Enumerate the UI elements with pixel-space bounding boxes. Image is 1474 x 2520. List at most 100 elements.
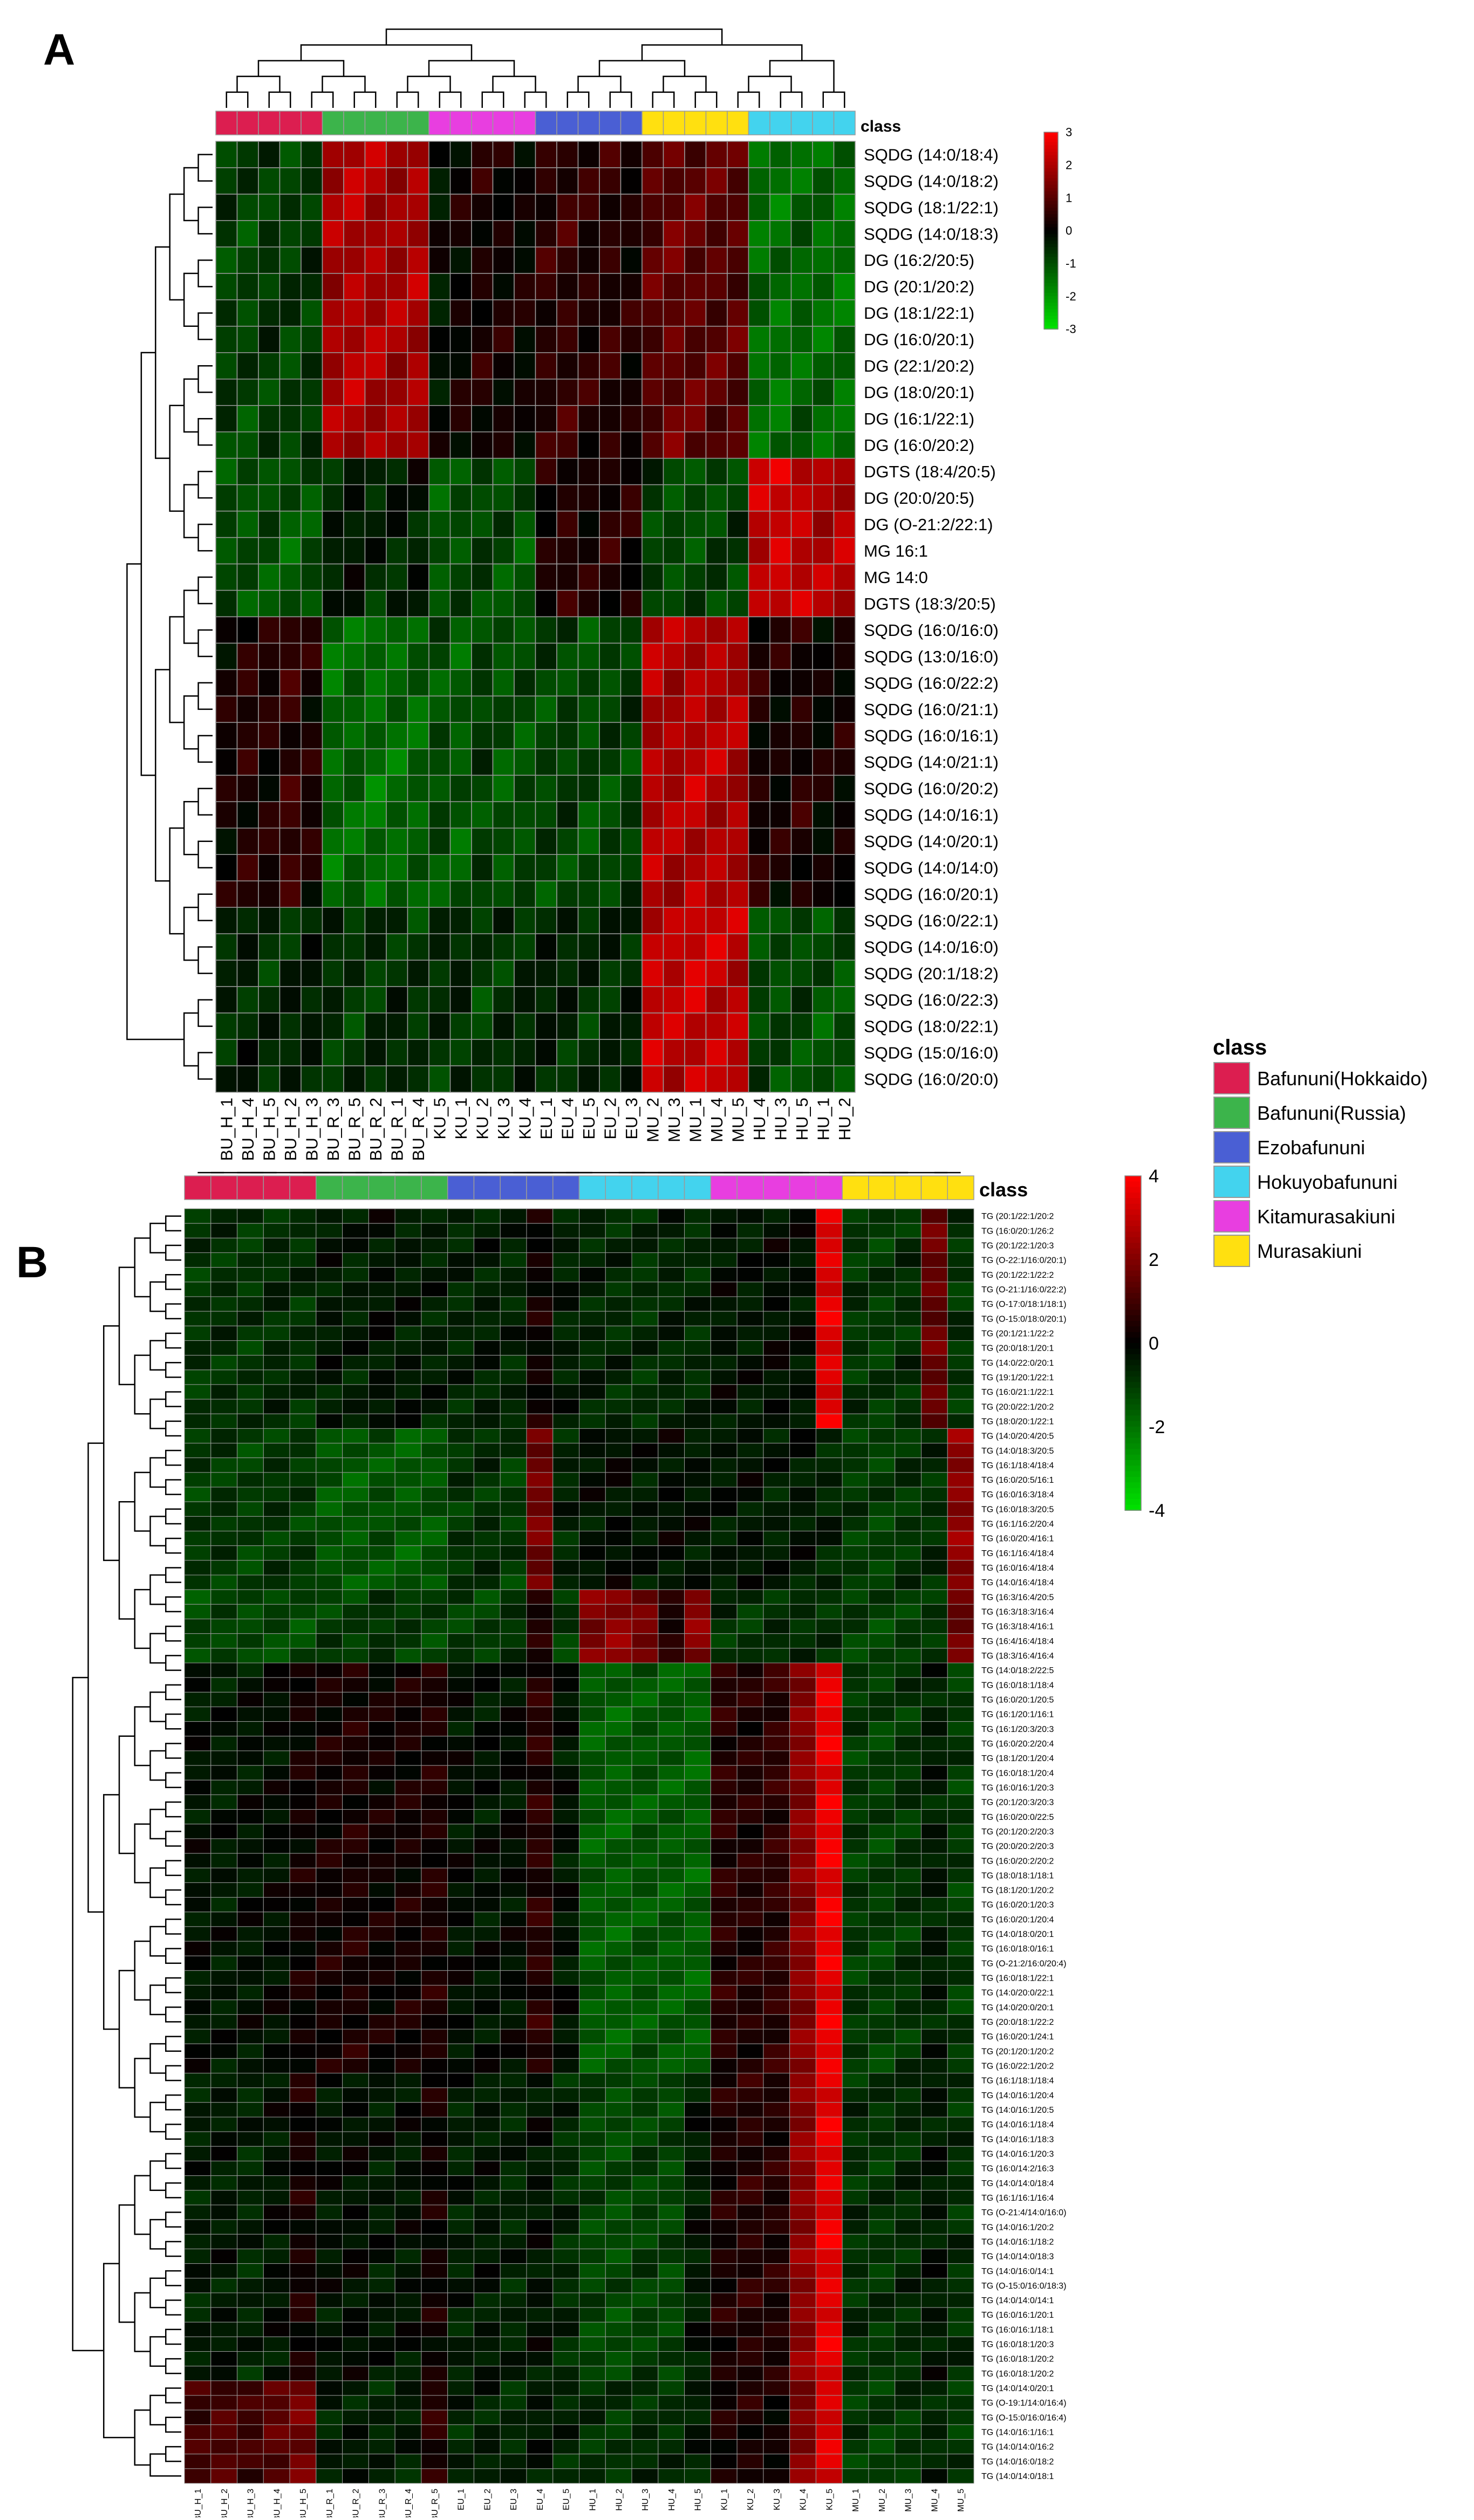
- heatmap-cell: [394, 2380, 422, 2396]
- heatmap-cell: [237, 2234, 264, 2249]
- heatmap-cell: [301, 537, 323, 565]
- heatmap-cell: [727, 827, 749, 855]
- heatmap-cell: [237, 1824, 264, 1839]
- heatmap-cell: [289, 1457, 317, 1473]
- heatmap-cell: [552, 2160, 579, 2176]
- heatmap-cell: [215, 379, 238, 406]
- heatmap-cell: [684, 1677, 711, 1693]
- heatmap-cell: [322, 775, 344, 803]
- heatmap-cell: [184, 2014, 211, 2030]
- heatmap-cell: [947, 2087, 974, 2103]
- heatmap-cell: [368, 2336, 395, 2352]
- row-dendrogram-branch: [197, 735, 213, 763]
- heatmap-cell: [552, 1941, 579, 1956]
- heatmap-cell: [428, 484, 451, 512]
- heatmap-cell: [763, 1648, 790, 1663]
- heatmap-cell: [514, 299, 536, 327]
- heatmap-cell: [763, 1237, 790, 1253]
- heatmap-cell: [368, 1941, 395, 1956]
- column-dendrogram-branch: [822, 91, 845, 108]
- heatmap-cell: [812, 616, 835, 644]
- heatmap-cell: [620, 246, 643, 274]
- heatmap-cell: [184, 1516, 211, 1532]
- heatmap-cell: [658, 1809, 685, 1825]
- heatmap-cell: [526, 2395, 554, 2411]
- heatmap-cell: [895, 1413, 922, 1429]
- heatmap-cell: [368, 1662, 395, 1678]
- heatmap-cell: [552, 2146, 579, 2161]
- heatmap-cell: [237, 2322, 264, 2337]
- heatmap-cell: [237, 1912, 264, 1927]
- heatmap-cell: [895, 1941, 922, 1956]
- column-label: KU_3: [494, 1098, 513, 1140]
- heatmap-cell: [471, 431, 494, 459]
- heatmap-cell: [748, 510, 770, 538]
- color-scale-step: [1125, 1310, 1141, 1316]
- heatmap-cell: [316, 2248, 343, 2264]
- heatmap-cell: [663, 379, 685, 406]
- heatmap-cell: [920, 1223, 948, 1238]
- heatmap-cell: [210, 2351, 238, 2367]
- heatmap-cell: [579, 2278, 606, 2293]
- heatmap-cell: [500, 2014, 527, 2030]
- heatmap-cell: [763, 1384, 790, 1400]
- heatmap-cell: [316, 1208, 343, 1224]
- heatmap-cell: [842, 2072, 869, 2088]
- heatmap-cell: [500, 2424, 527, 2440]
- heatmap-cell: [364, 748, 387, 776]
- heatmap-cell: [895, 1574, 922, 1590]
- heatmap-cell: [342, 2117, 369, 2132]
- heatmap-cell: [684, 1882, 711, 1898]
- heatmap-cell: [789, 2454, 816, 2469]
- heatmap-cell: [368, 2175, 395, 2191]
- heatmap-cell: [215, 537, 238, 565]
- heatmap-cell: [842, 1882, 869, 1898]
- heatmap-cell: [421, 1926, 448, 1942]
- heatmap-cell: [736, 1926, 764, 1942]
- heatmap-cell: [789, 1985, 816, 2001]
- heatmap-cell: [684, 775, 707, 803]
- heatmap-cell: [727, 907, 749, 934]
- heatmap-cell: [663, 590, 685, 618]
- heatmap-cell: [684, 1794, 711, 1810]
- heatmap-cell: [815, 1926, 843, 1942]
- heatmap-cell: [710, 1325, 738, 1341]
- heatmap-cell: [769, 748, 792, 776]
- heatmap-cell: [579, 1501, 606, 1517]
- heatmap-cell: [184, 2292, 211, 2308]
- heatmap-cell: [620, 537, 643, 565]
- heatmap-cell: [421, 1765, 448, 1781]
- heatmap-cell: [710, 2322, 738, 2337]
- heatmap-cell: [736, 1560, 764, 1576]
- heatmap-cell: [556, 907, 579, 934]
- heatmap-cell: [500, 2351, 527, 2367]
- class-legend: class Bafununi(Hokkaido)Bafununi(Russia)…: [1213, 1036, 1428, 1267]
- heatmap-cell: [322, 1065, 344, 1093]
- heatmap-cell: [526, 2380, 554, 2396]
- heatmap-cell: [920, 1296, 948, 1312]
- heatmap-cell: [658, 1677, 685, 1693]
- heatmap-cell: [605, 1809, 632, 1825]
- heatmap-cell: [500, 1750, 527, 1766]
- heatmap-cell: [263, 2204, 290, 2220]
- color-scale-step: [1125, 1471, 1141, 1477]
- heatmap-cell: [579, 2117, 606, 2132]
- heatmap-cell: [842, 1955, 869, 1971]
- row-label: SQDG (16:0/22:1): [864, 912, 999, 930]
- heatmap-cell: [289, 1736, 317, 1751]
- heatmap-cell: [263, 2366, 290, 2381]
- heatmap-cell: [289, 2190, 317, 2206]
- heatmap-cell: [279, 220, 302, 248]
- heatmap-cell: [342, 1399, 369, 1414]
- heatmap-cell: [210, 2058, 238, 2073]
- heatmap-cell: [815, 1809, 843, 1825]
- heatmap-cell: [736, 1369, 764, 1385]
- heatmap-cell: [263, 2439, 290, 2455]
- heatmap-cell: [769, 642, 792, 670]
- heatmap-cell: [769, 457, 792, 485]
- row-label: TG (14:0/16:1/16:1: [981, 2428, 1054, 2437]
- heatmap-cell: [289, 1750, 317, 1766]
- heatmap-cell: [342, 1282, 369, 1297]
- legend-entry-label: Bafununi(Hokkaido): [1257, 1067, 1428, 1090]
